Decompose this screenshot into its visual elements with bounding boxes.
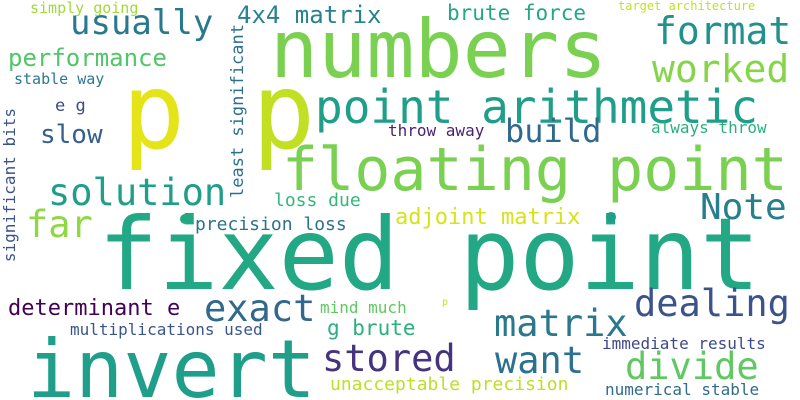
word: invert (27, 323, 316, 400)
word: loss due (274, 190, 361, 211)
word: multiplications used (70, 320, 263, 339)
word: adjoint matrix (395, 205, 581, 230)
word: solution (48, 171, 227, 214)
word: mind much (320, 298, 407, 317)
word: least significant (228, 24, 248, 198)
word: fixed point (98, 196, 761, 313)
word: numbers (270, 3, 608, 96)
word: 4x4 matrix (237, 1, 382, 29)
word: want (495, 339, 585, 382)
word: divide (625, 345, 759, 388)
word: far (26, 203, 93, 246)
word: stable way (14, 70, 105, 88)
word: exact (204, 287, 316, 330)
word: point arithmetic (315, 80, 759, 134)
word: stored (322, 337, 456, 380)
word: p (442, 297, 449, 308)
word: simply going (30, 0, 139, 17)
word: performance (8, 44, 167, 72)
word: precision loss (195, 214, 347, 235)
word: g brute (327, 316, 416, 340)
word: determinant e (8, 296, 181, 321)
word: Note (700, 187, 787, 228)
word: worked (652, 47, 790, 91)
word: target architecture (618, 0, 756, 13)
word: p (122, 51, 186, 173)
word: usually (70, 3, 214, 43)
word: significant bits (0, 108, 19, 263)
word: always throw (651, 118, 767, 137)
word: dealing (634, 282, 790, 325)
dot (180, 214, 190, 224)
word: unacceptable precision (330, 374, 569, 395)
word: throw away (388, 121, 485, 140)
dot (606, 212, 616, 222)
word: immediate results (602, 334, 766, 353)
word: p (252, 51, 316, 173)
word: build (505, 112, 602, 150)
word: matrix (494, 302, 628, 345)
word: e g (55, 96, 86, 116)
word: slow (40, 120, 103, 150)
word: format (654, 9, 792, 53)
word: numerical stable (605, 380, 760, 399)
word: brute force (447, 1, 587, 25)
word: floating point (282, 135, 788, 205)
